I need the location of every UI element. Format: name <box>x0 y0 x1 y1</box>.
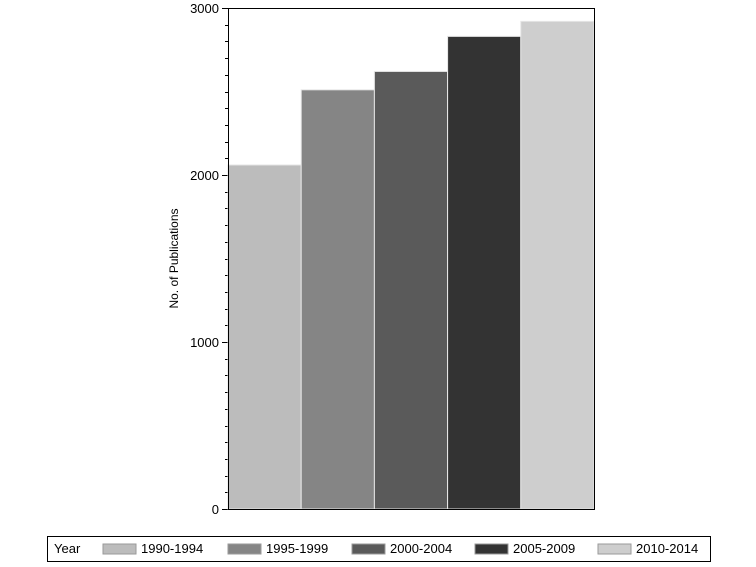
y-axis-ticks: 0 1000 2000 3000 <box>190 1 228 517</box>
y-axis-title: No. of Publications <box>167 208 181 308</box>
bar-2000-2004 <box>373 70 449 510</box>
legend-title: Year <box>54 541 81 556</box>
y-tick-label: 1000 <box>190 335 219 350</box>
y-axis-title-group: No. of Publications <box>167 208 181 308</box>
legend-swatch-2005-2009 <box>474 543 509 555</box>
bar-1995-1999 <box>300 89 375 510</box>
legend-label-1995-1999: 1995-1999 <box>266 541 328 556</box>
legend-label-2005-2009: 2005-2009 <box>513 541 575 556</box>
legend-swatch-2000-2004 <box>351 543 386 555</box>
y-tick-label: 0 <box>212 502 219 517</box>
y-tick-label: 3000 <box>190 1 219 16</box>
legend: Year 1990-1994 1995-1999 2000-2004 2005-200… <box>47 536 711 562</box>
bar-1990-1994 <box>227 164 302 510</box>
legend-swatch-2010-2014 <box>597 543 632 555</box>
legend-swatch-1990-1994 <box>102 543 137 555</box>
y-tick-label: 2000 <box>190 168 219 183</box>
legend-swatch-1995-1999 <box>227 543 262 555</box>
legend-label-2000-2004: 2000-2004 <box>390 541 452 556</box>
bar-2005-2009 <box>447 35 522 510</box>
legend-label-1990-1994: 1990-1994 <box>141 541 203 556</box>
bars <box>227 20 595 510</box>
plot-frame <box>228 8 595 510</box>
bar-2010-2014 <box>520 20 595 510</box>
legend-label-2010-2014: 2010-2014 <box>636 541 698 556</box>
